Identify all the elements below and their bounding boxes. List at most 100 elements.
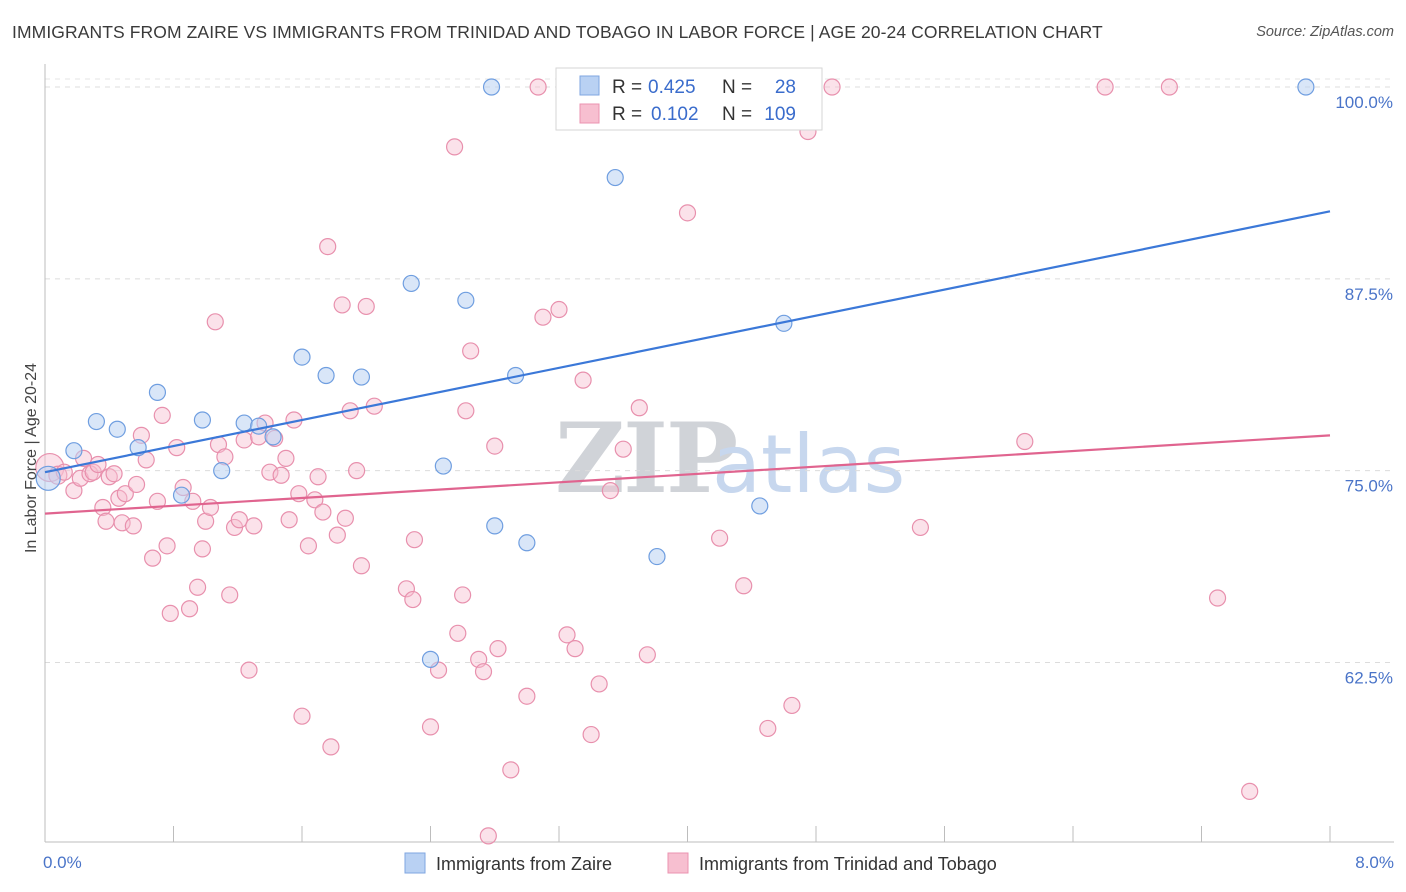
point-trinidad-51 xyxy=(293,707,311,725)
point-trinidad-24 xyxy=(161,604,179,622)
point-trinidad-67 xyxy=(404,590,422,609)
series-legend: Immigrants from Zaire Immigrants from Tr… xyxy=(404,852,997,874)
legend-r-value-trinidad: 0.102 xyxy=(651,104,699,125)
point-trinidad-73 xyxy=(454,586,472,604)
point-zaire-15 xyxy=(402,274,420,293)
y-tick-labels: 62.5% 75.0% 87.5% 100.0% xyxy=(1335,93,1393,687)
point-trinidad-88 xyxy=(574,371,592,389)
series-legend-swatch-zaire xyxy=(404,852,426,874)
data-points xyxy=(35,78,1315,845)
watermark: ZIP atlas xyxy=(555,402,905,515)
point-trinidad-95 xyxy=(678,204,697,222)
point-trinidad-11 xyxy=(100,468,118,486)
axes xyxy=(44,64,1394,843)
point-zaire-6 xyxy=(172,486,191,504)
point-zaire-11 xyxy=(264,428,282,446)
point-trinidad-29 xyxy=(188,578,207,596)
point-trinidad-27 xyxy=(180,600,199,618)
series-legend-label-zaire: Immigrants from Zaire xyxy=(436,854,612,874)
point-trinidad-48 xyxy=(280,511,298,529)
grid-lines xyxy=(45,78,1394,663)
point-zaire-7 xyxy=(193,411,212,429)
point-zaire-13 xyxy=(317,366,335,385)
point-trinidad-57 xyxy=(322,738,340,756)
point-trinidad-33 xyxy=(206,313,224,331)
point-trinidad-86 xyxy=(558,626,576,644)
point-trinidad-81 xyxy=(502,761,520,779)
point-trinidad-12 xyxy=(105,465,123,483)
point-trinidad-105 xyxy=(1160,78,1178,96)
y-tick-label-1: 75.0% xyxy=(1345,477,1393,496)
legend-r-value-zaire: 0.425 xyxy=(648,77,696,98)
point-zaire-8 xyxy=(213,462,231,480)
point-trinidad-17 xyxy=(127,475,146,494)
point-trinidad-96 xyxy=(711,529,729,547)
point-zaire-18 xyxy=(457,291,475,309)
point-zaire-20 xyxy=(482,78,501,96)
point-trinidad-64 xyxy=(357,297,375,316)
trend-lines xyxy=(44,210,1331,515)
legend-r-label-trinidad: R = xyxy=(612,104,642,125)
point-zaire-19 xyxy=(486,517,504,535)
trend-line-zaire xyxy=(44,210,1331,474)
point-trinidad-87 xyxy=(566,640,584,658)
point-zaire-17 xyxy=(434,457,452,475)
point-trinidad-63 xyxy=(352,557,371,575)
point-trinidad-80 xyxy=(489,640,507,658)
point-trinidad-103 xyxy=(1016,432,1034,451)
point-trinidad-85 xyxy=(550,300,568,319)
point-trinidad-41 xyxy=(245,517,263,535)
point-zaire-24 xyxy=(648,547,666,566)
point-trinidad-94 xyxy=(638,646,656,664)
x-tick-label-min: 0.0% xyxy=(43,853,82,872)
point-trinidad-102 xyxy=(911,518,930,537)
trend-line-trinidad xyxy=(44,434,1331,515)
point-trinidad-58 xyxy=(328,526,346,544)
point-trinidad-54 xyxy=(309,468,327,486)
point-zaire-25 xyxy=(751,497,769,515)
point-zaire-16 xyxy=(421,650,440,668)
point-trinidad-44 xyxy=(261,463,279,481)
point-trinidad-83 xyxy=(529,78,547,96)
point-trinidad-21 xyxy=(148,492,167,510)
point-trinidad-66 xyxy=(397,580,416,598)
point-trinidad-30 xyxy=(193,540,212,558)
point-trinidad-77 xyxy=(474,663,493,681)
point-trinidad-55 xyxy=(314,503,332,521)
point-trinidad-72 xyxy=(449,624,467,642)
point-trinidad-10 xyxy=(97,512,115,530)
y-tick-label-3: 100.0% xyxy=(1335,93,1393,112)
point-trinidad-40 xyxy=(240,661,258,679)
point-zaire-1 xyxy=(65,442,83,460)
point-trinidad-53 xyxy=(306,491,324,509)
point-zaire-27 xyxy=(1297,78,1315,96)
point-trinidad-101 xyxy=(823,78,841,96)
chart-title: IMMIGRANTS FROM ZAIRE VS IMMIGRANTS FROM… xyxy=(12,22,1103,42)
point-zaire-12 xyxy=(293,348,311,366)
point-trinidad-52 xyxy=(299,537,318,555)
point-trinidad-22 xyxy=(153,406,171,425)
legend-n-value-trinidad: 109 xyxy=(764,104,796,125)
point-zaire-23 xyxy=(606,168,624,187)
point-trinidad-14 xyxy=(113,514,131,532)
y-axis-label: In Labor Force | Age 20-24 xyxy=(23,363,40,553)
watermark-zip: ZIP xyxy=(555,402,736,515)
point-trinidad-90 xyxy=(590,675,608,693)
point-zaire-0 xyxy=(35,465,61,491)
point-zaire-2 xyxy=(87,412,106,431)
point-trinidad-47 xyxy=(277,449,295,467)
point-zaire-5 xyxy=(148,383,167,401)
correlation-legend: R = 0.425 N = 28 R = 0.102 N = 109 xyxy=(555,67,823,131)
point-trinidad-93 xyxy=(630,399,648,417)
legend-n-label-zaire: N = xyxy=(722,77,752,98)
legend-swatch-zaire xyxy=(579,75,600,96)
point-trinidad-75 xyxy=(462,342,480,360)
point-trinidad-107 xyxy=(1241,782,1259,800)
y-tick-label-2: 87.5% xyxy=(1345,285,1393,304)
point-zaire-3 xyxy=(108,420,126,438)
y-tick-label-0: 62.5% xyxy=(1345,668,1393,687)
point-zaire-9 xyxy=(235,414,253,432)
point-trinidad-38 xyxy=(230,511,248,529)
point-trinidad-23 xyxy=(158,537,176,555)
